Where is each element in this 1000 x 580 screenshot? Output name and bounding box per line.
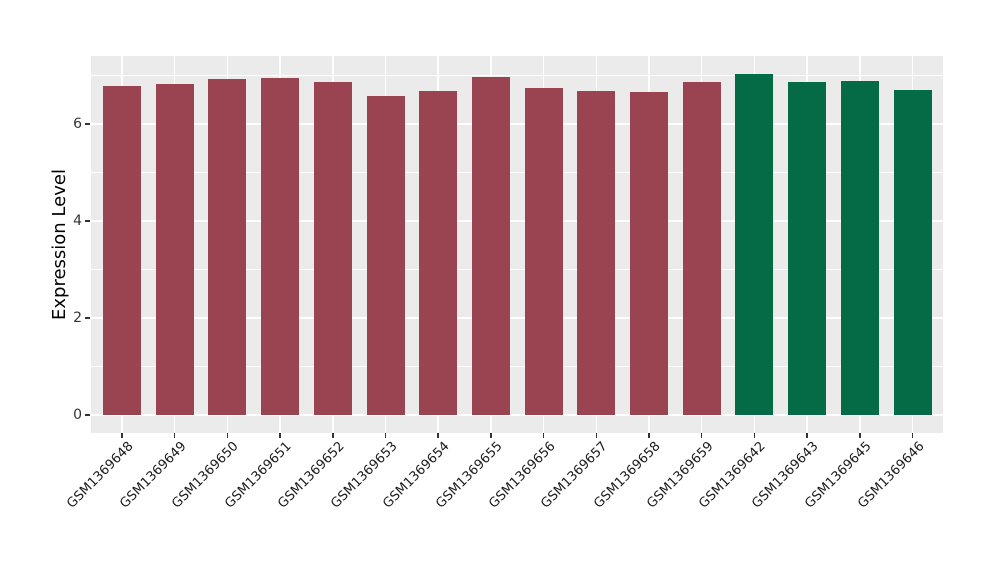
bar <box>103 85 141 415</box>
y-tick-mark <box>85 123 90 125</box>
bar <box>313 82 352 415</box>
bar <box>577 90 616 415</box>
y-gridline <box>91 123 943 125</box>
y-gridline <box>91 365 943 368</box>
bar <box>788 82 827 415</box>
x-tick-mark <box>648 433 650 438</box>
x-tick-label: GSM1369656 <box>485 439 559 512</box>
y-gridline <box>91 74 943 77</box>
bar <box>366 95 405 415</box>
bar <box>893 90 932 415</box>
x-tick-label: GSM1369654 <box>380 439 453 512</box>
y-tick-mark <box>85 220 90 222</box>
bar <box>261 78 300 415</box>
x-tick-label: GSM1369649 <box>116 439 190 512</box>
bar <box>471 77 510 415</box>
x-tick-label: GSM1369655 <box>433 439 506 512</box>
bar <box>419 90 458 415</box>
x-tick-mark <box>753 433 756 438</box>
x-tick-mark <box>490 433 492 438</box>
y-tick-mark <box>85 414 90 416</box>
x-tick-label: GSM1369653 <box>327 439 401 512</box>
bar <box>682 82 721 415</box>
x-tick-mark <box>911 433 914 438</box>
y-gridline <box>91 220 943 222</box>
x-tick-label: GSM1369648 <box>64 439 137 512</box>
x-tick-label: GSM1369645 <box>801 439 875 512</box>
x-tick-label: GSM1369642 <box>696 439 769 512</box>
y-tick-label: 0 <box>73 407 82 423</box>
x-tick-mark <box>806 433 808 438</box>
x-tick-label: GSM1369651 <box>222 439 295 512</box>
x-tick-mark <box>279 433 281 438</box>
x-tick-mark <box>384 433 387 438</box>
bar <box>524 88 563 415</box>
y-tick-mark <box>85 317 90 319</box>
x-tick-label: GSM1369652 <box>274 439 348 512</box>
y-gridline <box>91 317 943 319</box>
x-tick-mark <box>542 433 545 438</box>
x-tick-mark <box>595 433 598 438</box>
y-tick-label: 6 <box>73 116 82 132</box>
x-tick-label: GSM1369657 <box>538 439 611 512</box>
bar <box>208 79 247 415</box>
x-tick-mark <box>121 433 123 438</box>
x-tick-mark <box>173 433 176 438</box>
x-tick-mark <box>700 433 703 438</box>
y-tick-label: 4 <box>73 213 82 229</box>
plot-area <box>91 56 943 433</box>
x-tick-mark <box>332 433 334 438</box>
bar <box>735 74 774 415</box>
x-tick-label: GSM1369658 <box>591 439 664 512</box>
bar <box>840 81 879 415</box>
x-tick-mark <box>226 433 229 438</box>
x-tick-mark <box>859 433 861 438</box>
x-tick-label: GSM1369643 <box>749 439 822 512</box>
x-tick-label: GSM1369650 <box>169 439 242 512</box>
y-gridline <box>91 268 943 271</box>
y-gridline <box>91 414 943 416</box>
x-tick-mark <box>437 433 439 438</box>
y-tick-label: 2 <box>73 310 82 326</box>
bar <box>630 92 668 415</box>
bar <box>155 83 194 415</box>
y-gridline <box>91 171 943 174</box>
x-tick-label: GSM1369646 <box>854 439 928 512</box>
x-tick-label: GSM1369659 <box>643 439 717 512</box>
